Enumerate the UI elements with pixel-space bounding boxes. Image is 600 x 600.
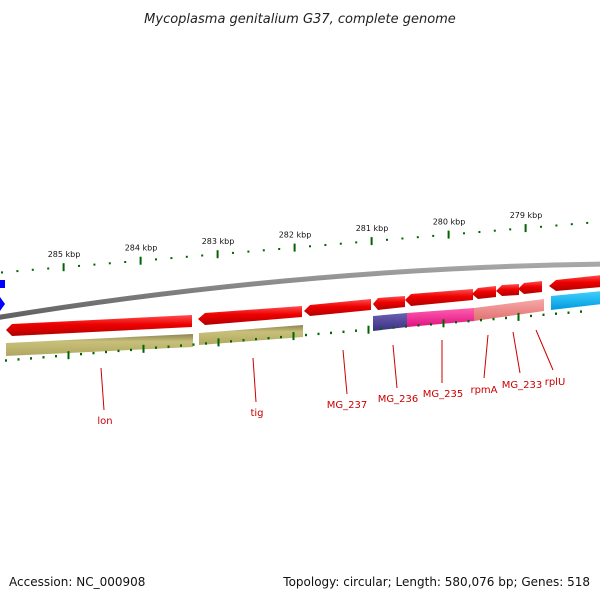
cog-bar-mg235 xyxy=(407,308,474,327)
cog-bar-rpmA-mg233 xyxy=(474,299,544,321)
inner-tick-track xyxy=(5,310,582,362)
gene-mg237 xyxy=(304,299,371,316)
gene-leader-line xyxy=(252,357,257,403)
cog-bar-lon xyxy=(6,334,193,356)
genome-backbone xyxy=(0,261,600,320)
gene-track xyxy=(6,275,600,336)
gene-label: rpmA xyxy=(470,385,497,396)
gene-label: MG_235 xyxy=(423,389,463,400)
gene-leader-line xyxy=(512,331,521,374)
gene-lon xyxy=(6,315,192,336)
gene-labels: lon tig MG_237 MG_236 MG_235 rpmA MG_233 rplU xyxy=(97,377,565,427)
gene-rplU xyxy=(518,281,542,294)
blue-feature-marker xyxy=(0,280,5,288)
left-edge-markers xyxy=(0,280,5,311)
gene-partial-right xyxy=(549,275,600,291)
blue-feature-arrow xyxy=(0,297,5,311)
scale-label: 283 kbp xyxy=(202,237,235,246)
scale-label: 282 kbp xyxy=(279,231,312,240)
gene-leader-line xyxy=(392,344,398,389)
scale-label: 281 kbp xyxy=(356,224,389,233)
gene-leader-line xyxy=(535,329,554,371)
gene-tig xyxy=(198,306,302,325)
map-title: Mycoplasma genitalium G37, complete geno… xyxy=(144,12,456,27)
cog-track xyxy=(6,291,600,356)
cog-bar-right xyxy=(551,291,600,310)
genome-summary-text: Topology: circular; Length: 580,076 bp; … xyxy=(282,575,590,589)
gene-label-leaders xyxy=(100,329,554,411)
gene-mg233 xyxy=(496,284,519,296)
gene-label: rplU xyxy=(545,377,566,388)
gene-label: tig xyxy=(250,408,263,419)
gene-leader-line xyxy=(342,349,348,395)
scale-labels: 285 kbp 284 kbp 283 kbp 282 kbp 281 kbp 280 k… xyxy=(48,211,543,259)
gene-label: lon xyxy=(97,416,112,427)
cog-bar-mg236 xyxy=(373,313,407,331)
accession-text: Accession: NC_000908 xyxy=(9,575,145,589)
scale-label: 285 kbp xyxy=(48,250,81,259)
scale-label: 284 kbp xyxy=(125,244,158,253)
gene-leader-line xyxy=(100,367,105,411)
gene-mg236 xyxy=(373,296,405,310)
scale-label: 280 kbp xyxy=(433,218,466,227)
gene-rpmA xyxy=(472,286,496,299)
outer-tick-track xyxy=(1,221,589,274)
gene-label: MG_236 xyxy=(378,394,418,405)
gene-label: MG_237 xyxy=(327,400,367,411)
gene-leader-line xyxy=(483,334,489,379)
scale-label: 279 kbp xyxy=(510,211,543,220)
gene-mg235 xyxy=(405,289,473,306)
gene-label: MG_233 xyxy=(502,380,542,391)
cog-bar-tig xyxy=(199,325,303,345)
